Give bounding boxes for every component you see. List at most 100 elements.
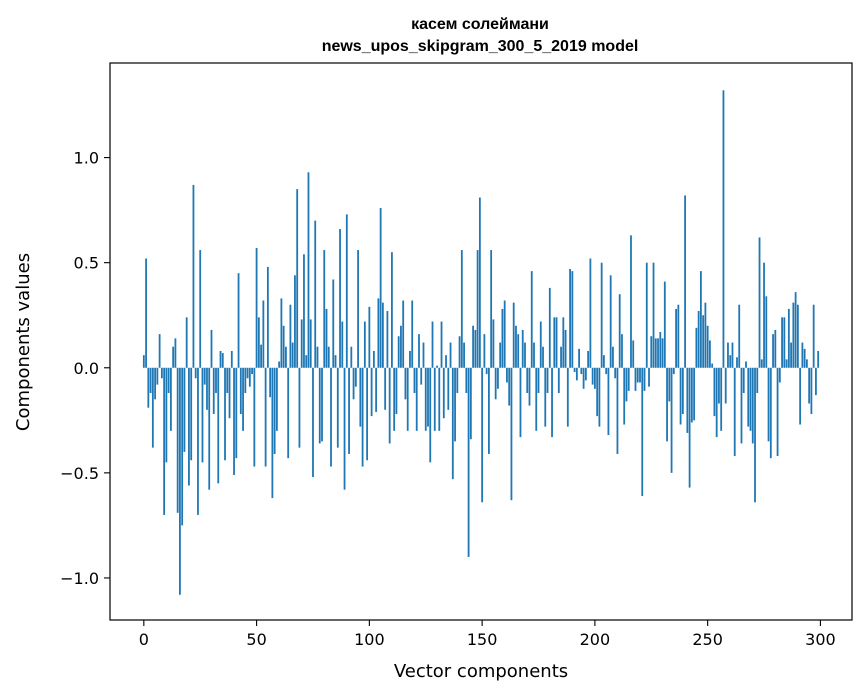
- bar: [469, 367, 472, 440]
- bar: [799, 367, 802, 425]
- y-tick-label: 0.0: [74, 359, 99, 378]
- bar: [801, 342, 804, 368]
- bar: [668, 367, 671, 402]
- bar: [257, 317, 260, 368]
- bar: [379, 208, 382, 368]
- bar: [760, 359, 763, 368]
- bar: [436, 365, 438, 368]
- bar: [623, 367, 626, 425]
- bar: [756, 367, 759, 393]
- bar: [506, 367, 508, 383]
- bar: [648, 367, 650, 387]
- bar: [805, 359, 808, 368]
- bar: [160, 367, 163, 379]
- bar: [630, 235, 632, 368]
- bar: [332, 279, 335, 368]
- bar: [524, 342, 526, 368]
- bar: [767, 367, 770, 442]
- bar: [695, 327, 698, 368]
- bar: [542, 346, 544, 368]
- bar: [740, 367, 743, 444]
- bar: [422, 342, 425, 368]
- bar: [330, 367, 332, 467]
- bar: [323, 250, 326, 368]
- bar: [316, 346, 319, 368]
- x-axis-label: Vector components: [394, 661, 568, 682]
- bar: [573, 367, 576, 372]
- bar: [212, 367, 215, 415]
- bar: [684, 195, 686, 368]
- bar: [706, 325, 709, 368]
- bar: [733, 367, 736, 457]
- bar: [429, 367, 432, 463]
- y-tick-label: 0.5: [74, 254, 99, 273]
- bar: [763, 262, 765, 368]
- bar: [517, 334, 520, 368]
- bar: [442, 367, 445, 419]
- bar: [147, 367, 150, 408]
- bar: [747, 367, 750, 427]
- bar: [693, 367, 696, 421]
- bar: [185, 317, 188, 368]
- bar: [704, 302, 707, 368]
- bar: [208, 367, 211, 490]
- y-axis-label: Components values: [13, 253, 34, 431]
- bar: [454, 367, 456, 442]
- bar: [325, 308, 328, 368]
- bar: [508, 367, 511, 406]
- bar: [776, 367, 779, 457]
- bar: [327, 346, 330, 368]
- bar: [535, 367, 538, 431]
- bar: [282, 325, 285, 368]
- bar: [641, 367, 644, 496]
- bar: [621, 334, 623, 368]
- bar: [512, 302, 515, 368]
- bar: [149, 367, 152, 393]
- bar: [616, 367, 619, 454]
- bar: [715, 367, 718, 438]
- bar: [569, 268, 571, 368]
- bar: [352, 367, 355, 400]
- bar: [745, 361, 747, 368]
- bar: [251, 367, 253, 375]
- bar: [336, 367, 339, 448]
- bar: [699, 271, 702, 368]
- bar: [815, 367, 817, 396]
- bar: [242, 367, 244, 431]
- bar: [221, 353, 224, 368]
- bar: [210, 329, 213, 368]
- bar: [388, 367, 391, 444]
- bar: [785, 359, 788, 368]
- bar: [718, 367, 720, 404]
- bar: [686, 367, 689, 433]
- bar: [307, 172, 310, 368]
- bar: [483, 334, 486, 368]
- bar: [312, 367, 314, 478]
- bar: [562, 317, 565, 368]
- bar: [192, 184, 195, 368]
- bar: [386, 311, 389, 368]
- bar: [375, 367, 378, 412]
- bar: [300, 319, 303, 368]
- bar: [391, 252, 393, 368]
- bar: [197, 367, 199, 515]
- bar: [384, 367, 387, 410]
- bar: [499, 342, 502, 368]
- bar: [278, 361, 281, 368]
- bar: [749, 367, 752, 431]
- bar: [677, 304, 680, 368]
- bar: [230, 350, 233, 368]
- bar: [406, 367, 409, 431]
- bar: [420, 367, 423, 385]
- bar: [578, 348, 580, 368]
- bar: [625, 367, 628, 402]
- bar: [366, 367, 368, 461]
- bar: [357, 250, 359, 368]
- bar: [402, 300, 405, 368]
- bar: [808, 367, 811, 404]
- bar: [474, 329, 477, 368]
- bar: [587, 350, 590, 368]
- bar: [309, 319, 312, 368]
- bar: [445, 355, 447, 368]
- bar: [203, 367, 206, 385]
